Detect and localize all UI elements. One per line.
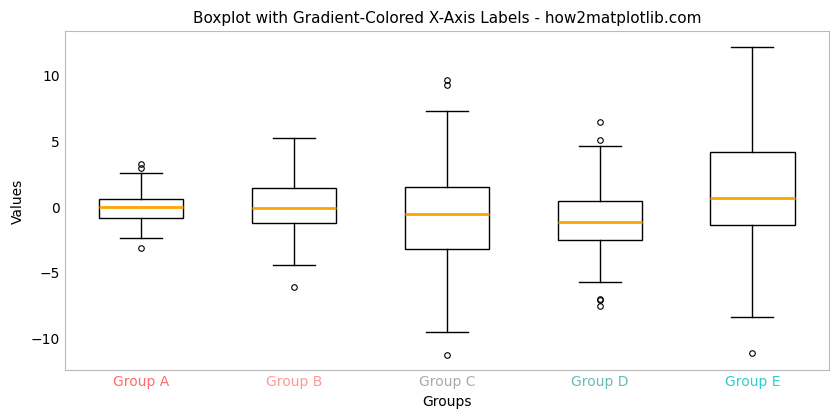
PathPatch shape — [711, 152, 795, 225]
Y-axis label: Values: Values — [11, 178, 25, 223]
PathPatch shape — [405, 187, 489, 249]
PathPatch shape — [99, 199, 183, 218]
X-axis label: Groups: Groups — [422, 395, 471, 409]
PathPatch shape — [558, 201, 642, 240]
Title: Boxplot with Gradient-Colored X-Axis Labels - how2matplotlib.com: Boxplot with Gradient-Colored X-Axis Lab… — [192, 11, 701, 26]
PathPatch shape — [252, 188, 336, 223]
